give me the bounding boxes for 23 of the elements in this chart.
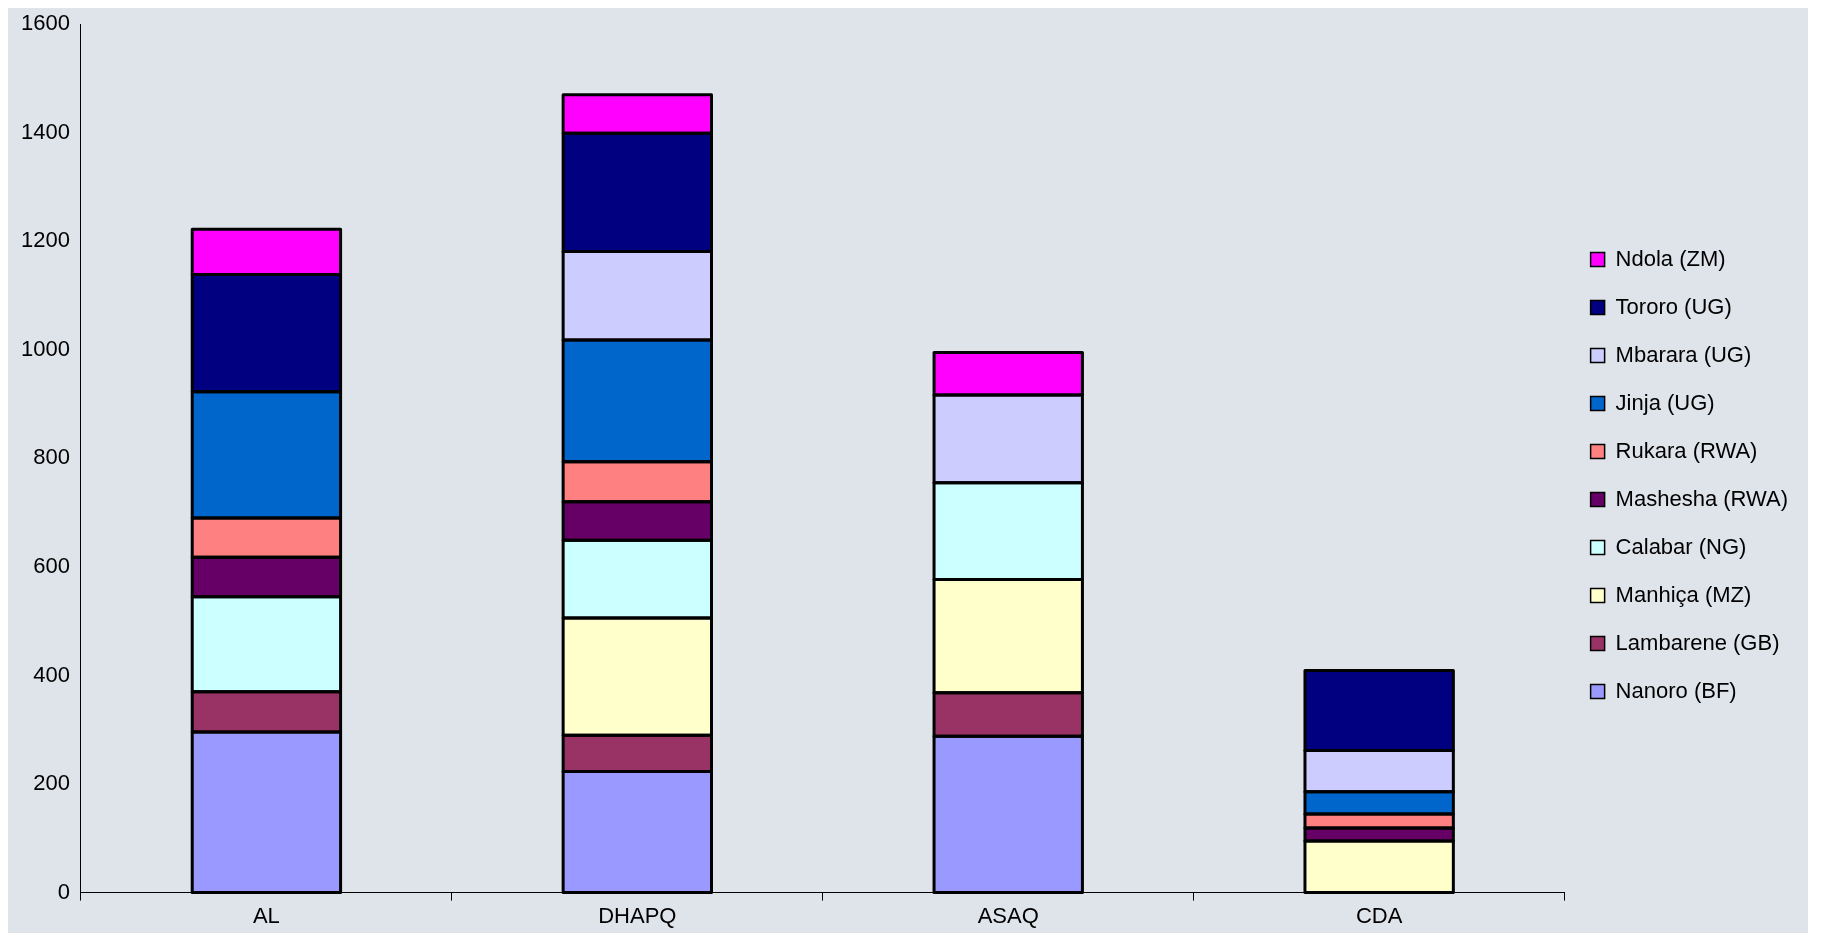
legend-label: Tororo (UG) [1615,293,1732,319]
legend-label: Calabar (NG) [1615,533,1747,559]
legend-label: Lambarene (GB) [1615,629,1780,655]
y-tick-label: 1600 [20,10,70,36]
y-tick-label: 1000 [20,335,70,361]
legend-label: Mashesha (RWA) [1615,485,1789,511]
x-tick-label: DHAPQ [598,902,677,928]
legend-label: Nanoro (BF) [1615,677,1737,703]
legend-label: Jinja (UG) [1615,389,1715,415]
legend-label: Manhiça (MZ) [1615,581,1752,607]
y-tick-label: 600 [33,553,70,579]
legend-label: Ndola (ZM) [1615,245,1726,271]
y-tick-label: 1400 [20,118,70,144]
y-tick-label: 800 [33,444,70,470]
y-tick-label: 200 [33,770,70,796]
x-tick-label: ASAQ [977,902,1039,928]
y-tick-label: 0 [57,878,70,904]
legend-label: Mbarara (UG) [1615,341,1752,367]
x-tick-label: AL [252,902,280,928]
legend-label: Rukara (RWA) [1615,437,1758,463]
y-tick-label: 400 [33,661,70,687]
y-tick-label: 1200 [20,227,70,253]
x-tick-label: CDA [1355,902,1403,928]
